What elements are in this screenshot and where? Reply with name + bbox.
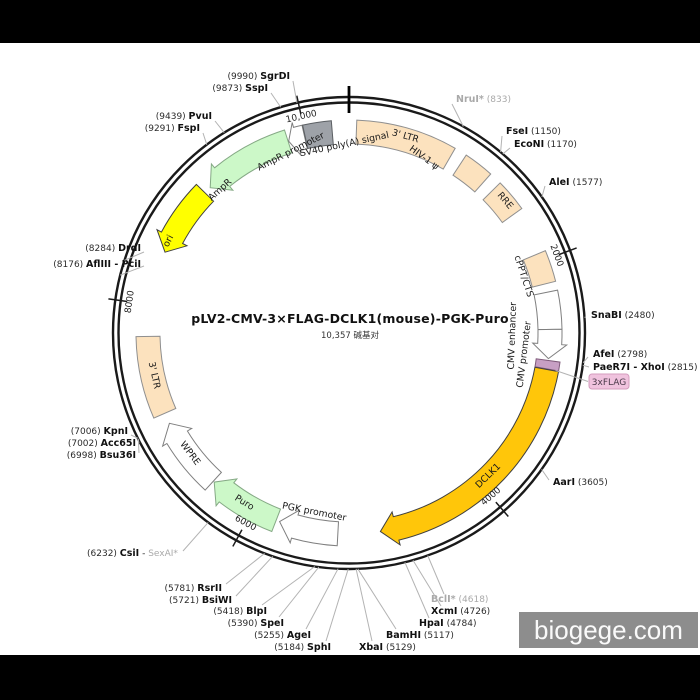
site-leader-fsei	[500, 135, 503, 153]
site-leader-xcmi	[412, 559, 442, 607]
site-leader-csii	[182, 522, 209, 552]
site-label-alei: AleI (1577)	[549, 177, 602, 188]
site-label-spei: (5390) SpeI	[228, 618, 284, 629]
site-label-nrui: NruI* (833)	[456, 94, 511, 105]
site-label-aari: AarI (3605)	[553, 477, 608, 488]
site-leader-kpni	[130, 434, 139, 439]
site-label-afei: AfeI (2798)	[593, 349, 647, 360]
site-label-bamhi: BamHI (5117)	[386, 630, 454, 641]
site-label-bsiwi: (5721) BsiWI	[169, 595, 232, 606]
tick-8000	[108, 298, 128, 303]
site-leader-drdi	[124, 251, 145, 261]
feature-cmv-promoter	[531, 328, 569, 360]
tag-leader-3xflag	[555, 370, 589, 382]
site-leader-sgrdi	[292, 80, 298, 103]
site-leader-spei	[278, 566, 320, 618]
feature-3-ltr	[355, 119, 456, 170]
site-label-drdi: (8284) DrdI	[85, 243, 141, 254]
feature-ampr-promoter	[288, 122, 308, 156]
site-leader-bcli	[427, 555, 445, 595]
site-label-hpai: HpaI (4784)	[419, 618, 477, 629]
site-leader-paer7i-xhoi	[582, 364, 590, 368]
site-leader-fspi	[202, 132, 208, 145]
tick-4000	[495, 501, 509, 517]
feature-puro	[213, 478, 282, 533]
site-label-bcli: BclI* (4618)	[431, 594, 488, 605]
tick-2000	[558, 247, 577, 256]
top-black-bar	[0, 0, 700, 43]
site-label-sgrdi: (9990) SgrDI	[227, 71, 290, 82]
site-leader-bsiwi	[235, 555, 274, 597]
feature-hiv-1	[452, 154, 492, 193]
feature-cppt-cts	[522, 250, 557, 288]
site-label-bsu36i: (6998) Bsu36I	[67, 450, 136, 461]
site-leader-xbai	[355, 568, 373, 642]
site-label-agei: (5255) AgeI	[254, 630, 311, 641]
site-label-blpi: (5418) BlpI	[213, 606, 267, 617]
feature-ori	[156, 183, 215, 253]
feature-wpre	[161, 422, 223, 491]
feature-sv40-poly-a-signal	[302, 120, 334, 150]
feature-rre	[482, 182, 523, 224]
site-label-econi: EcoNI (1170)	[514, 139, 577, 150]
site-label-kpni: (7006) KpnI	[71, 426, 128, 437]
site-leader-afliii-pcii	[120, 265, 145, 276]
tag-pill-label: 3xFLAG	[592, 378, 626, 388]
site-leader-econi	[502, 147, 511, 155]
site-leader-pvui	[214, 120, 225, 134]
bottom-black-bar	[0, 655, 700, 700]
site-leader-hpai	[404, 562, 430, 619]
site-label-acc65i: (7002) Acc65I	[68, 438, 136, 449]
site-leader-acc65i	[137, 438, 140, 444]
site-leader-agei	[305, 568, 339, 630]
feature-ampr	[209, 129, 293, 191]
feature-3-ltr	[135, 335, 177, 419]
site-label-afliii-pcii: (8176) AflIII - PciI	[53, 259, 141, 270]
feature-cmv-enhancer	[533, 289, 563, 331]
site-label-fsei: FseI (1150)	[506, 126, 561, 137]
site-label-rsrii: (5781) RsrII	[164, 583, 222, 594]
site-label-sphi: (5184) SphI	[274, 642, 331, 653]
site-leader-afei	[582, 356, 589, 364]
site-leader-sspi	[270, 92, 282, 108]
tick-10000	[296, 95, 302, 115]
site-label-csii: (6232) CsiI - SexAI*	[87, 548, 178, 559]
site-leader-bamhi	[357, 568, 397, 630]
tick-label-8000: 8000	[124, 290, 137, 314]
site-label-xbai: XbaI (5129)	[359, 642, 416, 653]
watermark-biogege: biogege.com	[519, 612, 698, 648]
site-label-paer7i-xhoi: PaeR7I - XhoI (2815)	[593, 362, 698, 373]
feature-label-cmv-enhancer: CMV enhancer	[506, 302, 519, 370]
tag-pill-3xflag	[588, 373, 630, 390]
site-leader-blpi	[261, 566, 316, 606]
feature-3xflag	[534, 358, 561, 372]
site-label-fspi: (9291) FspI	[145, 123, 200, 134]
feature-pgk-promoter	[278, 509, 340, 547]
site-leader-rsrii	[225, 553, 265, 585]
tick-6000	[232, 529, 243, 547]
site-leader-alei	[541, 185, 546, 198]
site-label-sspi: (9873) SspI	[212, 83, 268, 94]
site-leader-nrui	[451, 103, 464, 127]
site-leader-aari	[541, 469, 550, 481]
site-label-pvui: (9439) PvuI	[156, 111, 212, 122]
site-label-snabi: SnaBI (2480)	[591, 310, 655, 321]
feature-dclk1	[379, 366, 560, 547]
feature-label-ori: ori	[161, 233, 176, 249]
site-label-xcmi: XcmI (4726)	[431, 606, 490, 617]
site-leader-sphi	[325, 568, 349, 642]
